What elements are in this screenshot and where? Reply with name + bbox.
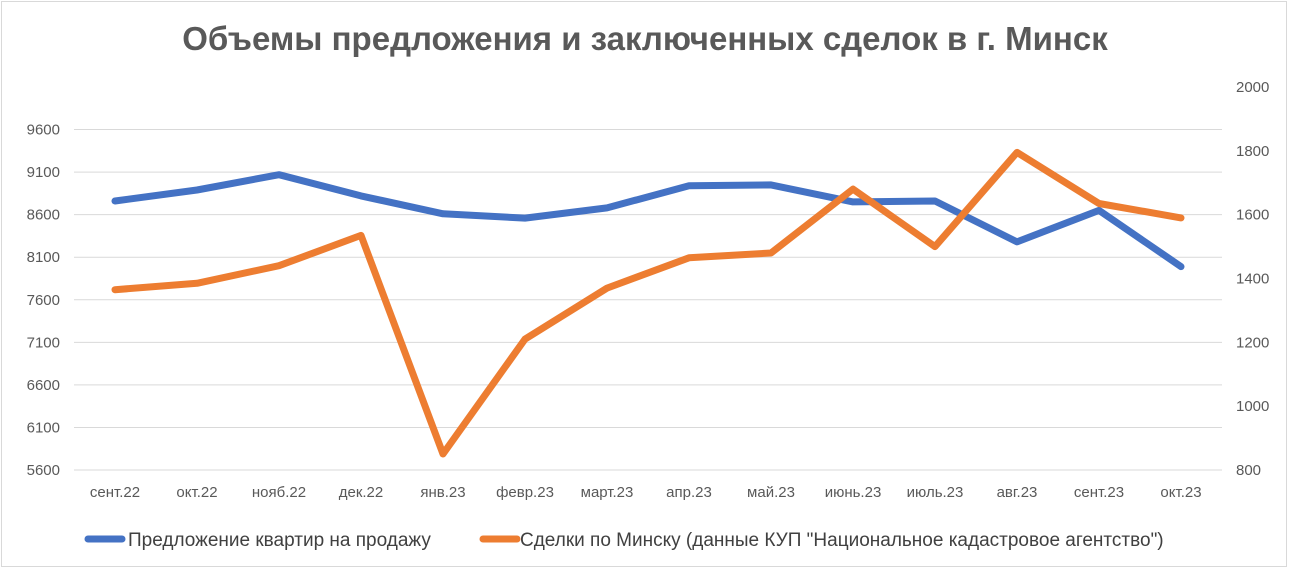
x-tick-label: янв.23 — [420, 484, 465, 501]
right-tick-label: 1200 — [1236, 334, 1269, 351]
left-tick-label: 6600 — [27, 377, 60, 394]
x-tick-label: окт.22 — [176, 484, 217, 501]
gridlines — [74, 129, 1222, 471]
x-tick-label: март.23 — [581, 484, 634, 501]
left-tick-label: 9600 — [27, 122, 60, 139]
left-tick-label: 7600 — [27, 292, 60, 309]
right-tick-label: 2000 — [1236, 79, 1269, 96]
chart-title: Объемы предложения и заключенных сделок … — [182, 20, 1108, 57]
x-tick-label: дек.22 — [339, 484, 384, 501]
left-axis-ticks: 5600 6100 6600 7100 7600 8100 8600 9100 9600 — [27, 122, 60, 479]
x-tick-label: февр.23 — [496, 484, 554, 501]
x-tick-label: сент.22 — [90, 484, 140, 501]
legend-label-2: Сделки по Минску (данные КУП "Национальн… — [520, 530, 1164, 551]
x-tick-label: июль.23 — [907, 484, 964, 501]
series-line-1 — [111, 171, 1185, 271]
right-tick-label: 1600 — [1236, 207, 1269, 224]
right-tick-label: 1800 — [1236, 143, 1269, 160]
left-tick-label: 9100 — [27, 164, 60, 181]
left-tick-label: 7100 — [27, 334, 60, 351]
right-tick-label: 800 — [1236, 462, 1261, 479]
legend-label-1: Предложение квартир на продажу — [128, 530, 431, 551]
left-tick-label: 5600 — [27, 462, 60, 479]
x-tick-label: июнь.23 — [825, 484, 882, 501]
x-tick-label: сент.23 — [1074, 484, 1124, 501]
legend: Предложение квартир на продажу Сделки по … — [84, 530, 1164, 551]
x-tick-label: апр.23 — [666, 484, 712, 501]
right-tick-label: 1400 — [1236, 271, 1269, 288]
x-tick-label: авг.23 — [997, 484, 1038, 501]
right-axis-ticks: 800 1000 1200 1400 1600 1800 2000 — [1236, 79, 1269, 479]
series-line-2 — [111, 148, 1185, 458]
series-lines — [111, 148, 1185, 458]
left-tick-label: 8600 — [27, 207, 60, 224]
x-tick-label: нояб.22 — [252, 484, 306, 501]
right-tick-label: 1000 — [1236, 398, 1269, 415]
x-tick-label: май.23 — [747, 484, 795, 501]
x-tick-label: окт.23 — [1160, 484, 1201, 501]
left-tick-label: 6100 — [27, 419, 60, 436]
x-axis-ticks: сент.22 окт.22 нояб.22 дек.22 янв.23 февр.23 м… — [90, 484, 1202, 501]
left-tick-label: 8100 — [27, 249, 60, 266]
